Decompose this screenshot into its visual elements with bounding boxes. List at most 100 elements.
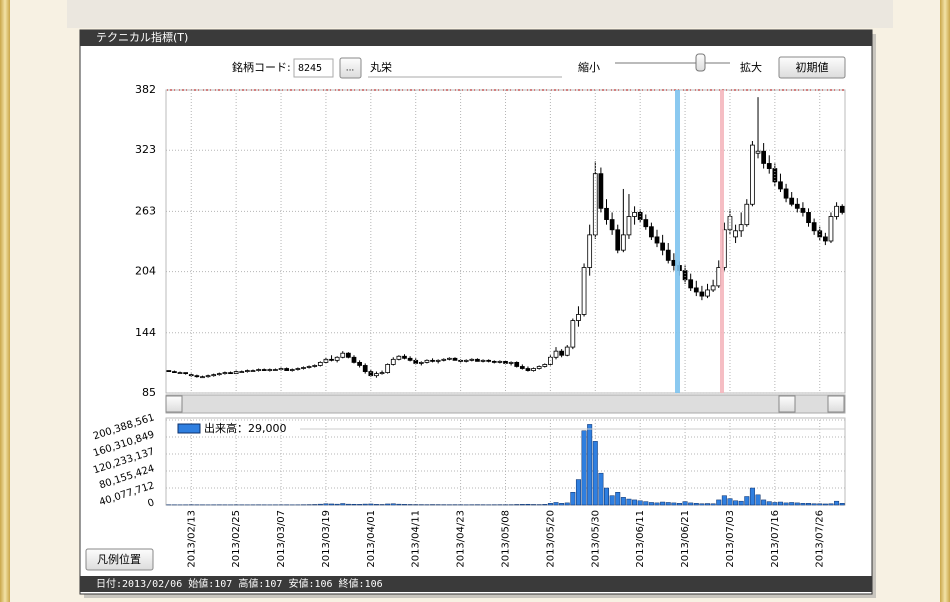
cursor-line-blue [675, 90, 680, 393]
candle-body [301, 367, 306, 369]
x-tick-label: 2013/02/13 [186, 510, 197, 568]
volume-bar [581, 430, 587, 506]
volume-bar [828, 503, 834, 506]
y-tick-label: 323 [135, 143, 156, 156]
scroll-right[interactable] [827, 395, 845, 413]
candle-body [553, 350, 559, 358]
candle-body [424, 359, 430, 363]
volume-bar [542, 504, 548, 506]
x-tick-label: 2013/07/26 [815, 510, 826, 568]
volume-bar [660, 501, 666, 506]
legend-swatch [177, 423, 201, 434]
volume-bar [401, 504, 407, 506]
volume-bar [407, 504, 413, 506]
x-tick-label: 2013/05/30 [590, 510, 601, 568]
scroll-thumb[interactable] [778, 395, 796, 413]
volume-bar [671, 502, 677, 506]
volume-bar [609, 495, 615, 506]
x-tick-label: 2013/06/11 [635, 510, 646, 568]
volume-bar [676, 503, 682, 506]
status-text: 日付:2013/02/06 始値:107 高値:107 安値:106 終値:10… [96, 577, 383, 590]
candle-body [699, 291, 705, 297]
candle-body [284, 368, 290, 371]
volume-bar [648, 502, 654, 506]
reset-button[interactable] [778, 56, 846, 79]
volume-bar [379, 504, 385, 506]
candle-body [256, 369, 261, 371]
candle-body [407, 357, 413, 361]
volume-bar [390, 503, 396, 506]
candle-body [525, 368, 531, 371]
candle-body [418, 361, 424, 364]
candle-body [362, 365, 368, 372]
volume-bar [817, 503, 823, 506]
volume-bar [620, 497, 626, 506]
candle-body [514, 361, 520, 367]
volume-bar [592, 441, 598, 506]
x-tick-label: 2013/07/03 [725, 510, 736, 568]
candle-body [632, 212, 637, 217]
x-tick-label: 2013/04/23 [456, 510, 467, 568]
candle-body [312, 365, 318, 367]
candle-body [542, 364, 548, 367]
volume-bar [682, 501, 688, 506]
volume-bar [783, 502, 789, 506]
volume-bar [688, 502, 694, 506]
volume-bar [368, 503, 374, 506]
candle-body [267, 369, 273, 371]
candle-body [250, 370, 256, 372]
candle-body [228, 372, 233, 375]
candle-body [794, 203, 800, 209]
x-tick-label: 2013/06/21 [680, 510, 691, 568]
volume-bar [834, 500, 840, 506]
volume-bar [710, 503, 716, 506]
window-title: テクニカル指標(T) [96, 30, 188, 44]
volume-bar [839, 503, 845, 506]
volume-bar [553, 502, 559, 506]
frame-right [940, 0, 950, 602]
candle-body [750, 144, 755, 205]
candle-body [194, 375, 200, 378]
volume-bar [564, 502, 570, 506]
candle-body [183, 372, 189, 375]
candle-body [727, 216, 733, 231]
candle-body [351, 356, 357, 363]
y-tick-label: 382 [135, 83, 156, 96]
scroll-left[interactable] [165, 395, 183, 413]
candle-body [379, 372, 385, 375]
x-tick-label: 2013/05/20 [545, 510, 556, 568]
volume-bar [587, 424, 593, 506]
candle-body [705, 289, 710, 297]
legend-label: 出来高：29,000 [204, 421, 287, 435]
volume-bar [699, 503, 705, 506]
candle-body [245, 370, 250, 372]
volume-bar [772, 502, 778, 506]
cursor-line-pink [720, 90, 724, 393]
volume-bar [643, 501, 649, 506]
candle-body [452, 357, 458, 361]
volume-bar [800, 503, 806, 506]
code-label: 銘柄コード: [232, 60, 291, 74]
y-tick-label: 263 [135, 204, 156, 217]
volume-bar [811, 503, 817, 506]
legend-position-button[interactable] [85, 548, 154, 571]
candle-body [306, 366, 312, 368]
candle-body [172, 371, 177, 373]
x-tick-label: 2013/02/25 [231, 510, 242, 568]
candle-body [581, 267, 587, 315]
top-panel [67, 0, 893, 28]
volume-bar [385, 503, 391, 506]
volume-bar [822, 503, 828, 506]
x-tick-label: 2013/07/16 [770, 510, 781, 568]
volume-bar [396, 503, 402, 506]
candle-body [744, 203, 750, 226]
volume-bar [806, 503, 812, 506]
volume-bar [755, 494, 761, 506]
browse-button[interactable] [339, 57, 362, 79]
scrollbar[interactable] [165, 394, 846, 414]
x-tick-label: 2013/03/19 [321, 510, 332, 568]
code-input[interactable] [293, 58, 334, 78]
slider-thumb[interactable] [695, 53, 706, 72]
